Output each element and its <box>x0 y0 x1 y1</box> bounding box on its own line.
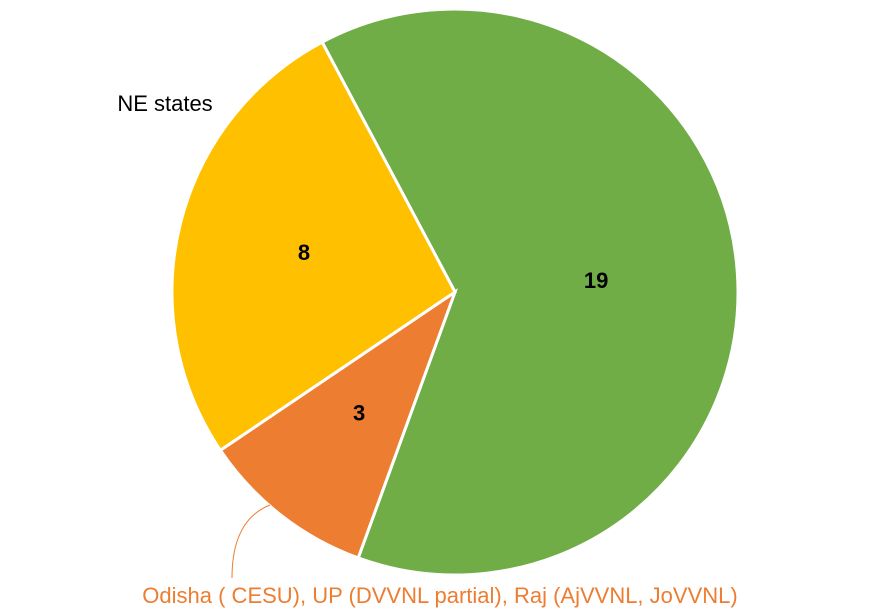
leader-line <box>231 504 271 579</box>
category-label: NE states <box>117 91 212 116</box>
pie-slice <box>170 40 457 453</box>
category-label: Odisha ( CESU), UP (DVVNL partial), Raj … <box>142 583 737 608</box>
data-label: 8 <box>298 240 310 265</box>
pie-slice <box>320 7 740 577</box>
data-label: 19 <box>584 268 608 293</box>
pie-slice <box>218 288 458 560</box>
data-label: 3 <box>353 400 365 425</box>
